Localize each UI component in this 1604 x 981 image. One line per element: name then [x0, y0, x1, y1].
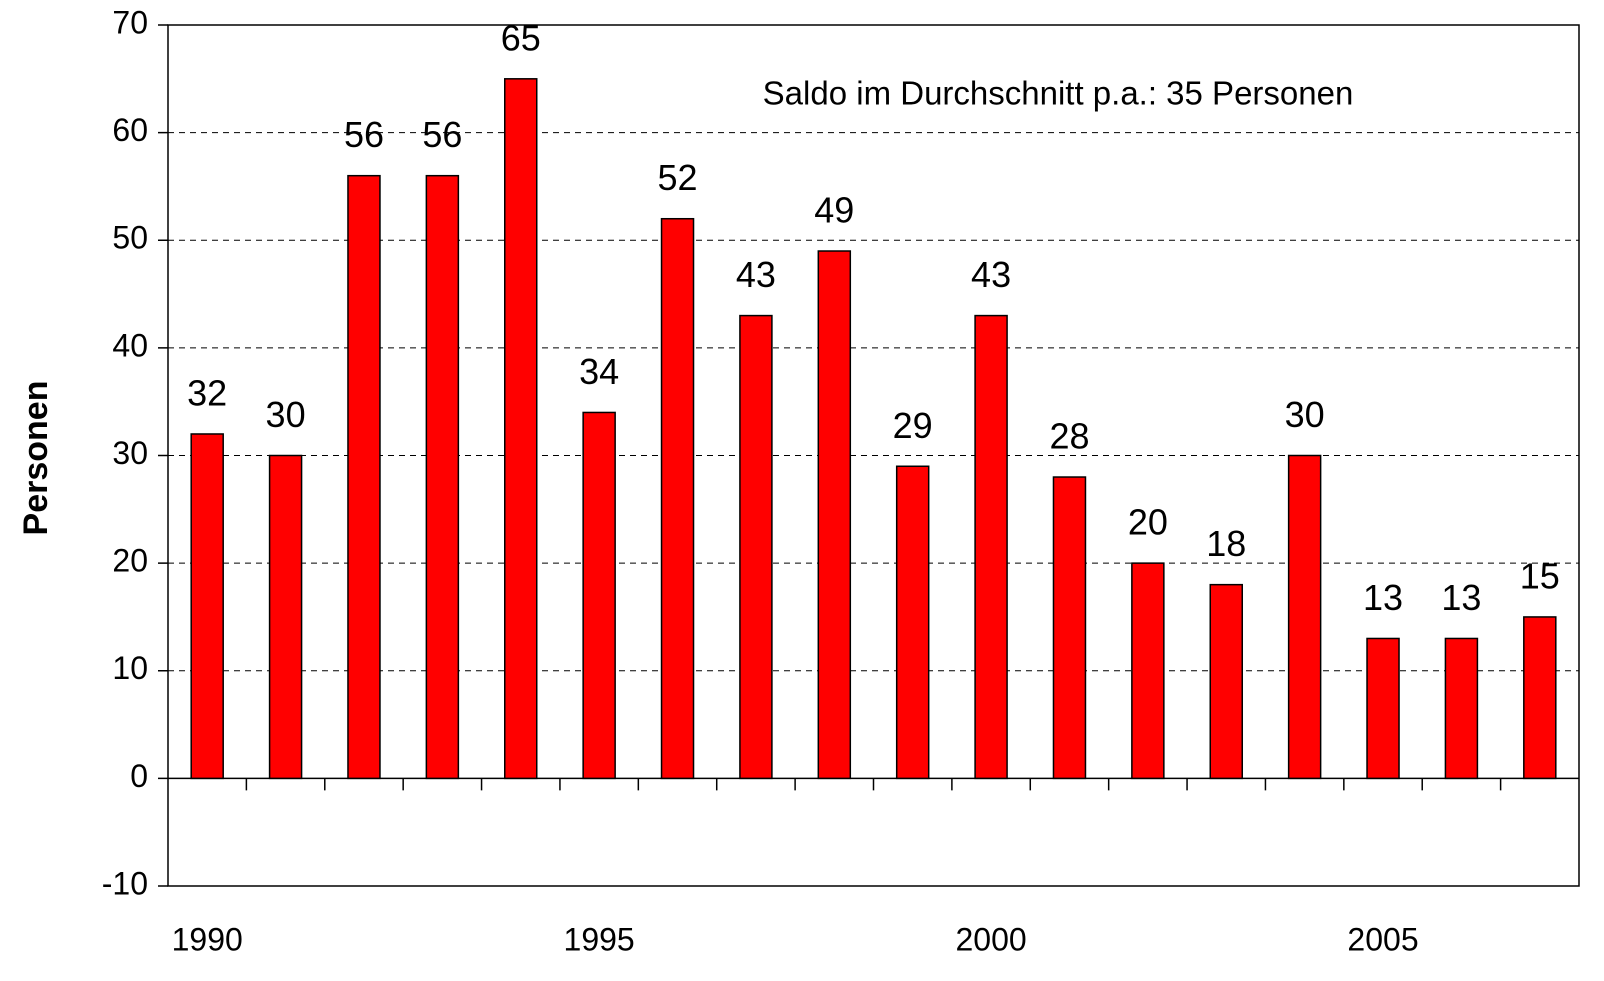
y-tick-label: -10: [102, 865, 148, 901]
x-tick-label: 2005: [1347, 921, 1418, 957]
value-label: 52: [658, 157, 698, 198]
bar: [660, 217, 695, 780]
bar: [347, 174, 381, 780]
y-axis-label: Personen: [17, 381, 55, 536]
bar: [1287, 454, 1322, 780]
bar: [504, 78, 538, 780]
value-label: 32: [187, 372, 227, 413]
bar: [1444, 637, 1479, 780]
bar: [1131, 562, 1165, 780]
bar: [974, 314, 1008, 780]
y-tick-label: 40: [112, 327, 148, 363]
value-label: 15: [1520, 555, 1560, 596]
value-label: 49: [814, 190, 854, 231]
bar: [425, 174, 460, 780]
value-label: 20: [1128, 502, 1168, 543]
value-label: 30: [266, 394, 306, 435]
x-tick-label: 1995: [564, 921, 635, 957]
value-label: 13: [1363, 577, 1403, 618]
y-tick-label: 10: [112, 650, 148, 686]
y-tick-label: 50: [112, 220, 148, 256]
y-tick-label: 20: [112, 543, 148, 579]
x-tick-label: 2000: [955, 921, 1026, 957]
y-tick-label: 30: [112, 435, 148, 471]
bar: [1523, 616, 1557, 780]
value-label: 34: [579, 351, 619, 392]
bar: [1052, 476, 1087, 780]
bar: [817, 250, 852, 780]
y-tick-label: 0: [130, 758, 148, 794]
value-label: 65: [501, 17, 541, 58]
value-label: 29: [893, 405, 933, 446]
annotation: Saldo im Durchschnitt p.a.: 35 Personen: [763, 75, 1354, 112]
x-tick-label: 1990: [172, 921, 243, 957]
bar: [190, 433, 224, 780]
value-label: 56: [422, 114, 462, 155]
value-label: 56: [344, 114, 384, 155]
y-tick-label: 70: [112, 4, 148, 40]
value-label: 43: [736, 254, 776, 295]
bar: [1366, 637, 1400, 780]
bar: [895, 465, 930, 780]
value-label: 13: [1441, 577, 1481, 618]
value-label: 18: [1206, 523, 1246, 564]
y-tick-label: 60: [112, 112, 148, 148]
value-label: 43: [971, 254, 1011, 295]
bar: [268, 454, 303, 780]
bar: [1209, 583, 1243, 780]
bar: [739, 314, 773, 780]
plot-frame: [167, 24, 1580, 887]
bar: [582, 411, 616, 780]
value-label: 30: [1285, 394, 1325, 435]
value-label: 28: [1049, 416, 1089, 457]
